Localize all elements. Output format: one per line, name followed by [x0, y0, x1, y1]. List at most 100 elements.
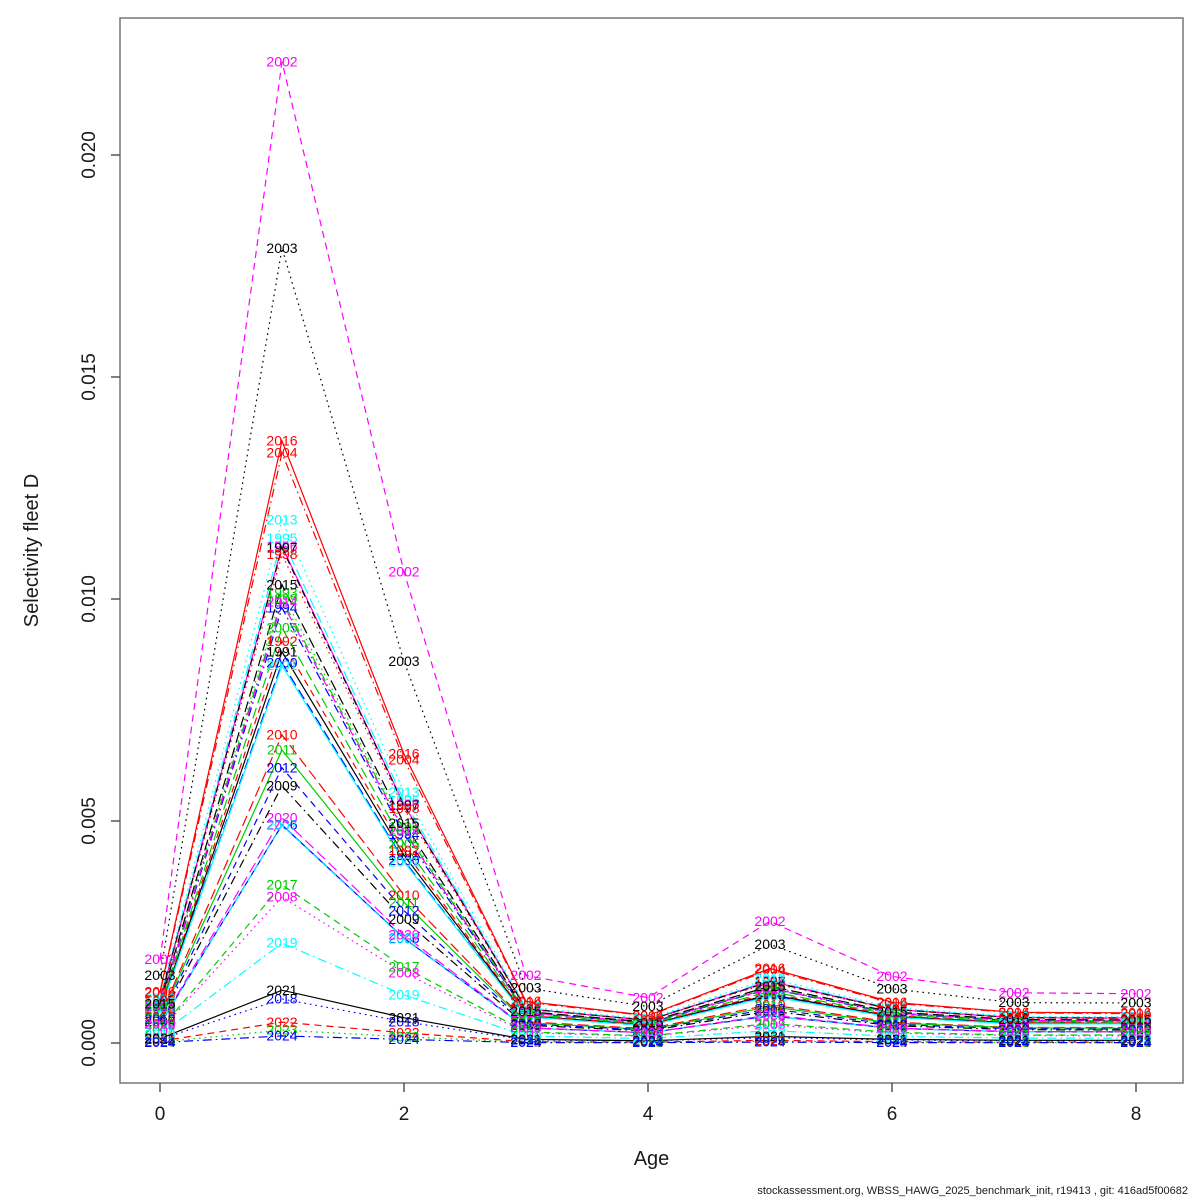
series-point-label-2010: 2010: [632, 1020, 663, 1036]
series-point-label-1999: 1999: [754, 980, 785, 996]
series-point-label-2002: 2002: [876, 968, 907, 984]
series-point-label-2012: 2012: [1120, 1021, 1151, 1037]
series-line-2016: [159, 438, 1137, 1017]
series-line-2008: [159, 896, 1137, 1037]
series-point-label-2020: 2020: [388, 927, 419, 943]
series-point-label-2022: 2022: [754, 1032, 785, 1048]
series-point-label-1994: 1994: [1120, 1013, 1151, 1029]
series-point-label-1991: 1991: [998, 1015, 1029, 1031]
series-point-label-1993: 1993: [144, 996, 175, 1012]
series-point-label-2006: 2006: [876, 1020, 907, 1036]
series-point-label-2019: 2019: [510, 1028, 541, 1044]
series-point-label-2017: 2017: [510, 1024, 541, 1040]
y-axis-title: Selectivity fleet D: [21, 474, 43, 627]
series-point-label-1996: 1996: [510, 1000, 541, 1016]
series-point-label-1994: 1994: [388, 826, 419, 842]
series-point-label-2012: 2012: [632, 1022, 663, 1038]
series-point-label-1995: 1995: [510, 1000, 541, 1016]
series-point-label-2018: 2018: [388, 1013, 419, 1029]
series-point-label-2011: 2011: [511, 1014, 541, 1030]
series-point-label-2010: 2010: [144, 1008, 175, 1024]
series-line-2021: [159, 989, 1136, 1042]
series-point-label-2003: 2003: [632, 998, 663, 1014]
series-point-label-2021: 2021: [510, 1031, 541, 1047]
series-point-label-2010: 2010: [510, 1013, 541, 1029]
series-point-label-2015: 2015: [998, 1011, 1029, 1027]
series-point-label-2006: 2006: [510, 1020, 541, 1036]
series-point-label-2009: 2009: [144, 1013, 175, 1029]
series-point-label-2017: 2017: [754, 1015, 785, 1031]
series-point-label-2018: 2018: [510, 1032, 541, 1048]
series-point-label-2023: 2023: [266, 1022, 297, 1038]
series-point-label-2016: 2016: [754, 960, 785, 976]
series-point-label-2024: 2024: [510, 1034, 541, 1050]
series-point-label-2004: 2004: [510, 994, 541, 1010]
series-point-label-2000: 2000: [632, 1017, 663, 1033]
series-point-label-1991: 1991: [632, 1016, 663, 1032]
series-line-2011: [159, 748, 1137, 1031]
series-point-label-2009: 2009: [998, 1021, 1029, 1037]
series-point-label-1997: 1997: [144, 992, 175, 1008]
series-point-label-2003: 2003: [388, 653, 419, 669]
series-point-label-2019: 2019: [754, 1022, 785, 1038]
series-point-label-1995: 1995: [632, 1012, 663, 1028]
series-point-label-2000: 2000: [998, 1015, 1029, 1031]
series-point-label-1993: 1993: [1120, 1012, 1151, 1028]
series-point-label-1992: 1992: [998, 1014, 1029, 1030]
series-point-label-1998: 1998: [266, 546, 297, 562]
series-point-label-2018: 2018: [144, 1031, 175, 1047]
series-point-label-1998: 1998: [144, 993, 175, 1009]
series-point-label-2014: 2014: [754, 980, 785, 996]
series-point-label-2001: 2001: [510, 1008, 541, 1024]
series-point-label-1998: 1998: [632, 1012, 663, 1028]
series-point-label-2011: 2011: [389, 894, 419, 910]
series-point-label-2009: 2009: [876, 1017, 907, 1033]
series-line-2014: [159, 600, 1137, 1024]
series-point-label-2016: 2016: [876, 994, 907, 1010]
series-line-1998: [159, 552, 1137, 1022]
series-point-label-2013: 2013: [144, 990, 175, 1006]
series-point-label-1994: 1994: [510, 1004, 541, 1020]
series-point-label-2014: 2014: [266, 594, 297, 610]
series-point-label-2007: 2007: [876, 1020, 907, 1036]
series-point-label-2010: 2010: [266, 726, 297, 742]
series-point-label-2012: 2012: [144, 1011, 175, 1027]
series-point-label-1993: 1993: [754, 979, 785, 995]
series-point-label-2009: 2009: [510, 1017, 541, 1033]
x-tick-label: 2: [399, 1104, 410, 1125]
series-point-label-2024: 2024: [998, 1034, 1029, 1050]
series-point-label-2009: 2009: [632, 1023, 663, 1039]
series-line-2004: [159, 450, 1137, 1017]
series-point-label-1994: 1994: [266, 600, 297, 616]
series-point-label-2023: 2023: [388, 1028, 419, 1044]
series-line-1991: [159, 650, 1137, 1026]
series-line-2012: [159, 766, 1137, 1031]
series-point-label-2020: 2020: [754, 1007, 785, 1023]
series-point-label-2022: 2022: [510, 1033, 541, 1049]
series-point-label-2020: 2020: [998, 1023, 1029, 1039]
series-point-label-2020: 2020: [632, 1024, 663, 1040]
series-point-label-1992: 1992: [510, 1007, 541, 1023]
series-point-label-2024: 2024: [388, 1031, 419, 1047]
series-point-label-1996: 1996: [1120, 1010, 1151, 1026]
series-point-label-2017: 2017: [876, 1024, 907, 1040]
series-point-label-1992: 1992: [1120, 1015, 1151, 1031]
series-point-label-1993: 1993: [998, 1012, 1029, 1028]
series-point-label-2002: 2002: [510, 967, 541, 983]
series-line-1994: [159, 606, 1137, 1024]
series-point-label-2008: 2008: [754, 1016, 785, 1032]
series-point-label-2016: 2016: [510, 993, 541, 1009]
series-point-label-1991: 1991: [510, 1008, 541, 1024]
series-point-label-1997: 1997: [388, 797, 419, 813]
series-point-label-1991: 1991: [754, 986, 785, 1002]
series-point-label-2005: 2005: [510, 1006, 541, 1022]
series-point-label-2020: 2020: [876, 1020, 907, 1036]
series-point-label-2013: 2013: [632, 1011, 663, 1027]
series-point-label-2006: 2006: [388, 930, 419, 946]
series-point-label-2000: 2000: [144, 1002, 175, 1018]
series-point-label-2000: 2000: [754, 988, 785, 1004]
series-point-label-2001: 2001: [754, 988, 785, 1004]
x-axis-title: Age: [634, 1148, 670, 1170]
series-point-label-2012: 2012: [388, 902, 419, 918]
y-tick-label: 0.000: [79, 1019, 100, 1067]
